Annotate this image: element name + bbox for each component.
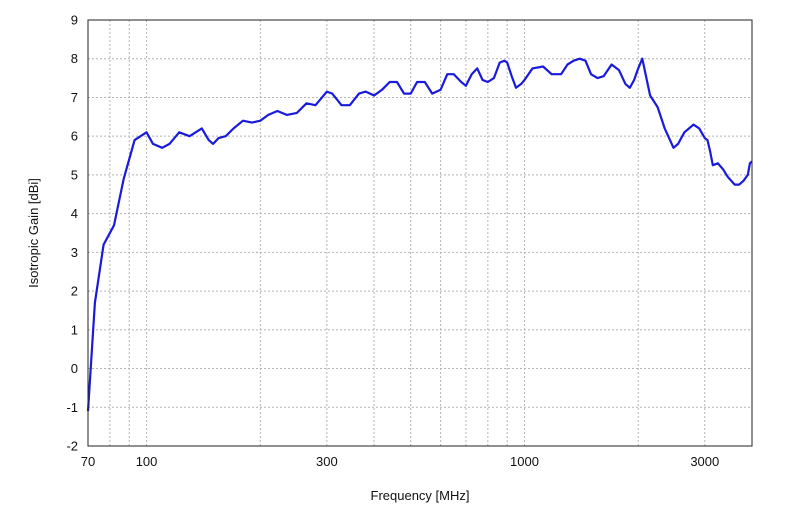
y-tick-label: 2 [71, 284, 78, 299]
y-tick-label: -2 [66, 439, 78, 454]
series-lines [86, 57, 753, 412]
y-tick-label: 8 [71, 51, 78, 66]
y-tick-label: 6 [71, 129, 78, 144]
x-tick-label: 100 [136, 454, 158, 469]
y-tick-label: 9 [71, 13, 78, 28]
x-tick-label: 3000 [690, 454, 719, 469]
y-tick-label: 0 [71, 361, 78, 376]
y-tick-label: -1 [66, 400, 78, 415]
y-tick-label: 3 [71, 245, 78, 260]
x-axis-title: Frequency [MHz] [371, 488, 470, 503]
y-tick-label: 5 [71, 167, 78, 182]
x-tick-label: 1000 [510, 454, 539, 469]
grid-lines [88, 20, 752, 446]
tick-labels: -2 -1 0 1 2 3 4 5 6 7 8 9 70 100 300 1000 3000 [66, 13, 719, 470]
y-tick-label: 1 [71, 322, 78, 337]
x-tick-label: 300 [316, 454, 338, 469]
plot-frame [87, 19, 753, 447]
y-tick-label: 4 [71, 206, 78, 221]
y-tick-label: 7 [71, 90, 78, 105]
x-tick-label: 70 [81, 454, 95, 469]
y-axis-title: Isotropic Gain [dBi] [26, 178, 41, 288]
gain-series-line [86, 57, 753, 412]
